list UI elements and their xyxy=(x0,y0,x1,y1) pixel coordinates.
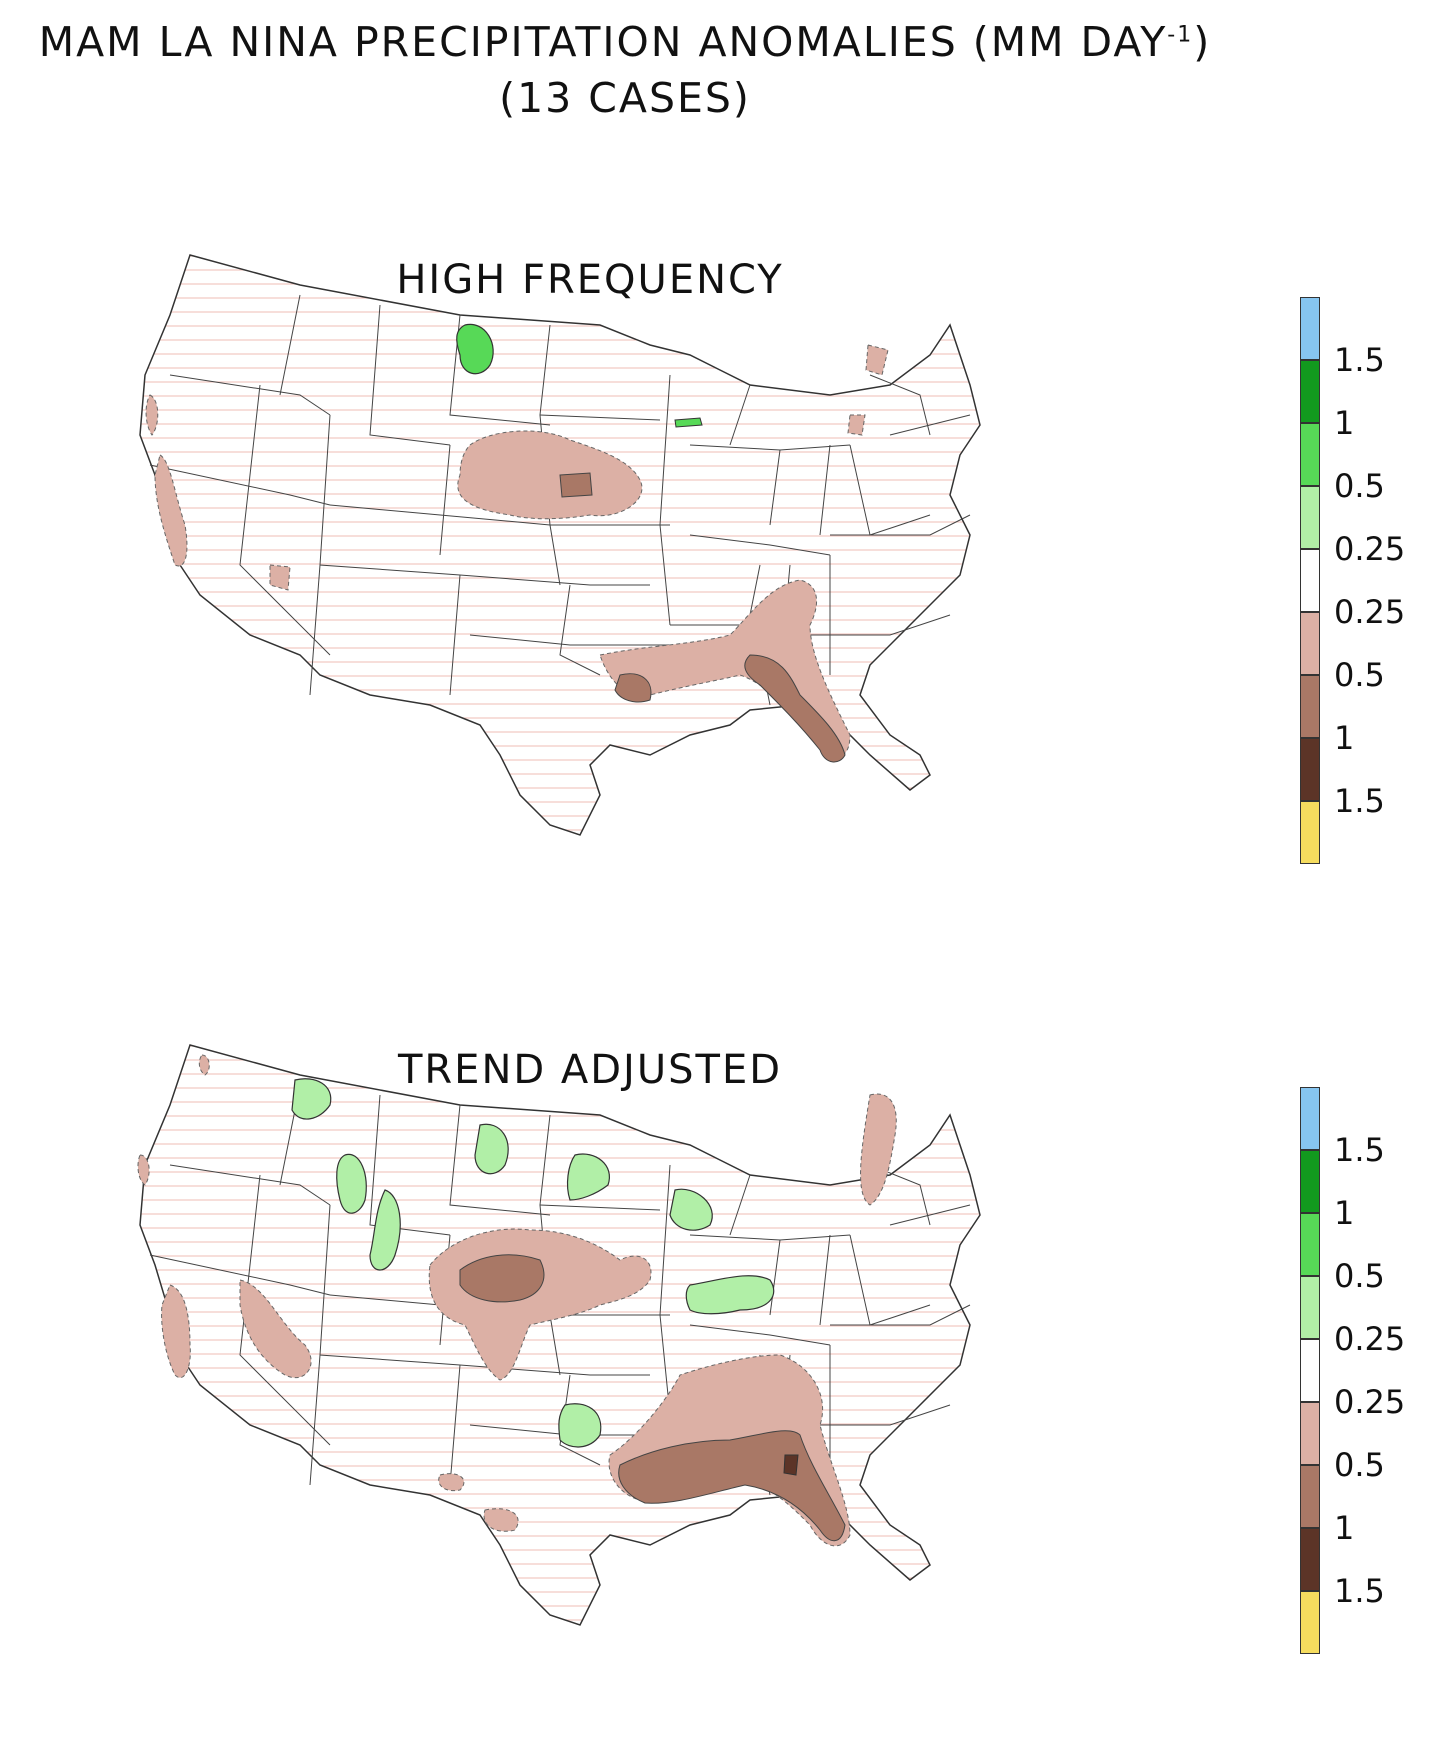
legend-label: 1.5 xyxy=(1334,1131,1385,1169)
legend-label: 0.5 xyxy=(1334,467,1385,505)
legend-swatch xyxy=(1300,738,1320,801)
legend-swatch xyxy=(1300,1087,1320,1150)
panel-trend-adjusted: TREND ADJUSTED 1.5 1 0.5 0.25 0.25 0.5 1… xyxy=(0,1025,1440,1745)
legend-label: 1 xyxy=(1334,1194,1355,1232)
legend-label: 1.5 xyxy=(1334,341,1385,379)
panel-high-frequency: HIGH FREQUENCY 1.5 1 0.5 0.25 0.25 0.5 1… xyxy=(0,235,1440,955)
legend-swatch xyxy=(1300,612,1320,675)
us-map-high-frequency xyxy=(139,254,981,836)
legend-swatch xyxy=(1300,1276,1320,1339)
legend-label: 0.25 xyxy=(1334,530,1406,568)
legend-label: 0.25 xyxy=(1334,1320,1406,1358)
legend-label: 1 xyxy=(1334,719,1355,757)
legend-label: 0.25 xyxy=(1334,593,1406,631)
legend-swatch xyxy=(1300,1150,1320,1213)
legend-bottom: 1.5 1 0.5 0.25 0.25 0.5 1 1.5 xyxy=(1300,1087,1440,1667)
legend-swatch xyxy=(1300,1591,1320,1654)
legend-label: 0.25 xyxy=(1334,1383,1406,1421)
title-close-paren: ) xyxy=(1193,18,1212,66)
legend-swatch xyxy=(1300,360,1320,423)
legend-swatch xyxy=(1300,423,1320,486)
anomaly-regions xyxy=(137,1054,897,1547)
legend-top: 1.5 1 0.5 0.25 0.25 0.5 1 1.5 xyxy=(1300,297,1440,877)
legend-swatch xyxy=(1300,1465,1320,1528)
title-line-1: MAM LA NINA PRECIPITATION ANOMALIES (MM … xyxy=(0,18,1250,66)
panel-title: TREND ADJUSTED xyxy=(397,1047,783,1093)
legend-label: 1 xyxy=(1334,1509,1355,1547)
legend-label: 0.5 xyxy=(1334,656,1385,694)
title-superscript: -1 xyxy=(1167,22,1194,48)
panel-title: HIGH FREQUENCY xyxy=(396,257,784,303)
legend-swatch xyxy=(1300,1402,1320,1465)
legend-label: 0.5 xyxy=(1334,1257,1385,1295)
legend-swatch xyxy=(1300,297,1320,360)
us-map-trend-adjusted xyxy=(137,1044,981,1626)
legend-label: 1.5 xyxy=(1334,782,1385,820)
figure-title: MAM LA NINA PRECIPITATION ANOMALIES (MM … xyxy=(0,18,1250,122)
legend-swatch xyxy=(1300,1213,1320,1276)
legend-swatch xyxy=(1300,801,1320,864)
legend-swatch xyxy=(1300,549,1320,612)
legend-swatch xyxy=(1300,1528,1320,1591)
us-land-outline xyxy=(139,254,981,836)
legend-swatch xyxy=(1300,486,1320,549)
title-text: MAM LA NINA PRECIPITATION ANOMALIES (MM … xyxy=(38,18,1168,66)
legend-label: 0.5 xyxy=(1334,1446,1385,1484)
legend-label: 1.5 xyxy=(1334,1572,1385,1610)
legend-swatch xyxy=(1300,1339,1320,1402)
anomaly-regions xyxy=(145,323,889,763)
legend-swatch xyxy=(1300,675,1320,738)
title-line-2: (13 CASES) xyxy=(499,74,751,122)
legend-label: 1 xyxy=(1334,404,1355,442)
